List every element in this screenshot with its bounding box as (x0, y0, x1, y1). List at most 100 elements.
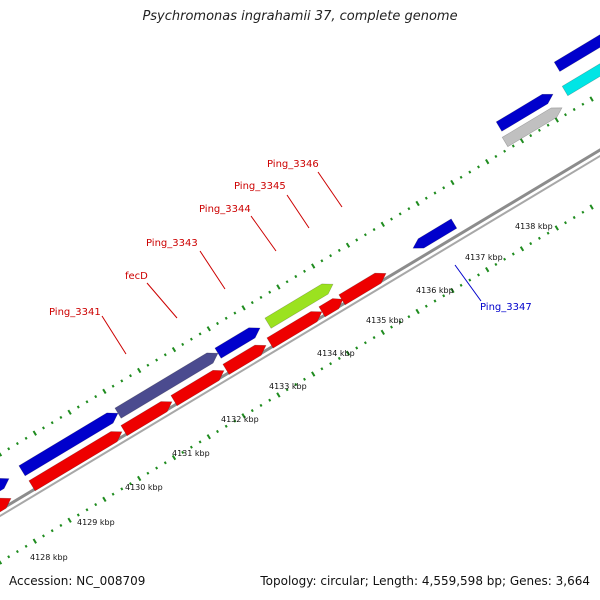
inner-major-tick (380, 329, 385, 336)
scale-label: 4131 kbp (172, 449, 210, 458)
outer-minor-tick (129, 374, 132, 378)
scale-label: 4132 kbp (221, 415, 259, 424)
outer-major-tick (311, 263, 316, 269)
inner-major-tick (206, 434, 211, 440)
scale-label: 4136 kbp (416, 286, 454, 295)
outer-minor-tick (398, 212, 402, 216)
scale-label: 4128 kbp (30, 553, 68, 562)
scale-label: 4133 kbp (269, 382, 307, 391)
gene-reverse-b (120, 401, 173, 437)
inner-major-tick (137, 475, 142, 482)
outer-tick-track (0, 96, 594, 457)
inner-minor-tick (294, 382, 298, 387)
outer-minor-tick (155, 358, 159, 362)
outer-minor-tick (503, 149, 507, 153)
gene-label: Ping_3343 (146, 238, 198, 249)
outer-minor-tick (424, 196, 428, 200)
outer-minor-tick (24, 436, 28, 440)
scale-label: 4138 kbp (515, 222, 553, 231)
outer-minor-tick (390, 217, 393, 221)
gene-right-blue-b (553, 34, 600, 72)
outer-minor-tick (511, 144, 515, 148)
leader-ping-3344 (250, 215, 277, 252)
inner-major-tick (554, 225, 559, 231)
inner-minor-tick (355, 346, 359, 350)
label-leaders (101, 171, 482, 355)
outer-minor-tick (329, 254, 333, 258)
feature-track (0, 34, 600, 513)
inner-major-tick (345, 350, 351, 356)
inner-minor-tick (24, 544, 28, 548)
inner-minor-tick (59, 523, 63, 527)
leader-ping-3345 (286, 194, 310, 229)
outer-major-tick (519, 138, 525, 144)
outer-minor-tick (181, 342, 185, 346)
gene-reverse-d (222, 344, 267, 375)
inner-major-tick (32, 538, 37, 544)
outer-minor-tick (120, 379, 124, 383)
outer-major-tick (450, 179, 455, 186)
outer-minor-tick (94, 395, 98, 399)
gene-right-cyan (561, 63, 600, 97)
outer-minor-tick (146, 363, 150, 367)
inner-minor-tick (163, 461, 167, 465)
inner-major-tick (67, 517, 72, 523)
inner-minor-tick (372, 336, 376, 340)
outer-minor-tick (250, 301, 254, 305)
outer-major-tick (206, 326, 211, 332)
outer-minor-tick (337, 248, 341, 252)
inner-minor-tick (181, 450, 185, 454)
outer-minor-tick (163, 353, 167, 357)
outer-major-tick (276, 284, 281, 290)
outer-minor-tick (355, 238, 359, 242)
map-title: Psychromonas ingrahamii 37, complete gen… (142, 9, 458, 24)
outer-minor-tick (224, 316, 228, 320)
inner-minor-tick (320, 367, 324, 371)
outer-minor-tick (433, 191, 437, 195)
outer-minor-tick (529, 134, 533, 138)
outer-major-tick (137, 367, 142, 374)
outer-major-tick (485, 158, 490, 165)
inner-minor-tick (7, 555, 11, 559)
inner-minor-tick (337, 356, 341, 360)
gene-ping-3343 (214, 327, 261, 359)
inner-minor-tick (303, 377, 306, 381)
inner-major-tick (415, 308, 420, 315)
outer-minor-tick (546, 123, 550, 127)
outer-minor-tick (15, 442, 19, 446)
inner-minor-tick (363, 341, 367, 345)
inner-minor-tick (529, 242, 533, 246)
inner-minor-tick (433, 299, 437, 303)
outer-minor-tick (468, 170, 472, 174)
inner-minor-tick (459, 283, 463, 287)
outer-major-tick (554, 117, 559, 123)
gene-reverse-a (28, 431, 123, 492)
gene-reverse-c (170, 369, 225, 407)
inner-minor-tick (50, 529, 54, 533)
inner-minor-tick (468, 278, 472, 282)
inner-major-tick (589, 204, 594, 210)
inner-minor-tick (42, 534, 45, 538)
outer-major-tick (171, 346, 177, 353)
topology-text: Topology: circular; Length: 4,559,598 bp… (260, 574, 590, 588)
gene-ping-3345 (266, 311, 323, 349)
leader-ping-3347 (454, 264, 482, 302)
inner-minor-tick (233, 419, 237, 423)
scale-label: 4137 kbp (465, 253, 503, 262)
scale-label: 4129 kbp (77, 518, 115, 527)
inner-minor-tick (407, 315, 411, 319)
accession-text: Accession: NC_008709 (9, 574, 146, 588)
gene-label: Ping_3341 (49, 307, 101, 318)
outer-minor-tick (233, 311, 237, 315)
gene-ping-3346-segment (318, 298, 344, 318)
outer-minor-tick (581, 102, 585, 106)
inner-minor-tick (285, 388, 289, 392)
outer-major-tick (32, 430, 37, 436)
gene-right-gray (501, 107, 563, 148)
inner-minor-tick (546, 231, 550, 235)
outer-major-tick (241, 305, 246, 311)
outer-minor-tick (477, 165, 480, 169)
outer-minor-tick (363, 233, 367, 237)
inner-minor-tick (268, 398, 272, 402)
outer-major-tick (589, 96, 594, 102)
